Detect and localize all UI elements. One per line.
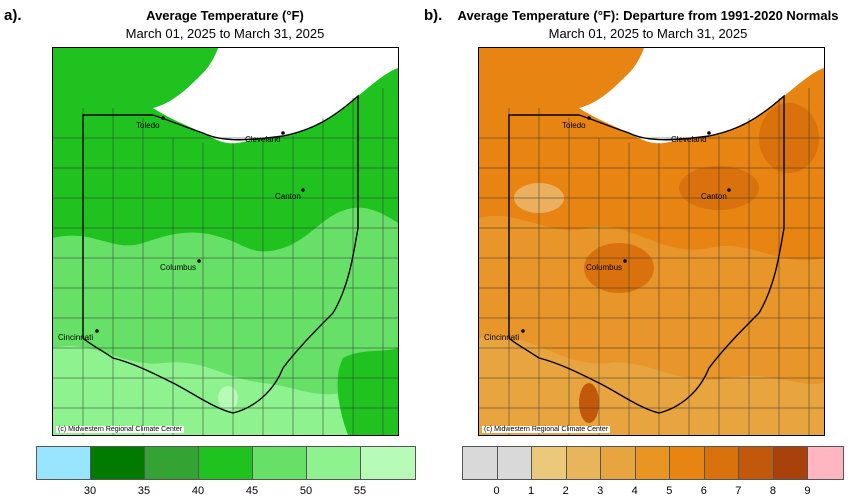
city-dot-cincinnati [521, 329, 525, 333]
panel-b-legend-swatch [566, 447, 602, 479]
panel-a-title-block: Average Temperature (°F) March 01, 2025 … [50, 8, 400, 41]
temp-zone-southeast [337, 348, 398, 435]
city-dot-toledo [161, 116, 165, 120]
panel-b-legend-swatch [773, 447, 809, 479]
panel-a-legend-swatch [91, 447, 145, 479]
city-dot-cleveland [707, 131, 711, 135]
panel-a-label: a). [4, 7, 22, 24]
ohio-border [82, 94, 359, 414]
departure-zone-3-4 [479, 336, 824, 435]
panel-b-legend-swatch [704, 447, 740, 479]
lake-erie [579, 48, 824, 144]
lake-erie [153, 48, 398, 144]
panel-a-legend-swatch [361, 447, 415, 479]
panel-b-title-block: Average Temperature (°F): Departure from… [448, 8, 848, 41]
panel-a-legend-tick-label: 55 [353, 485, 367, 497]
panel-a-legend-swatch [199, 447, 253, 479]
panel-a-credit: (c) Midwestern Regional Climate Center [56, 426, 185, 433]
panel-a-legend-tick-label: 50 [299, 485, 313, 497]
city-label-cincinnati: Cincinnati [484, 333, 519, 342]
panel-a-legend-tick-label: 35 [137, 485, 151, 497]
panel-b-map: Toledo Cleveland Canton Columbus Cincinn… [478, 47, 825, 436]
city-dot-canton [301, 188, 305, 192]
panel-b-credit: (c) Midwestern Regional Climate Center [482, 426, 611, 433]
panel-b-title: Average Temperature (°F): Departure from… [457, 8, 839, 23]
panel-b-legend-tick-label: 9 [804, 485, 811, 497]
city-dot-toledo [587, 116, 591, 120]
city-dot-cleveland [281, 131, 285, 135]
panel-b-legend-tick-label: 7 [735, 485, 742, 497]
city-label-cleveland: Cleveland [245, 135, 281, 144]
panel-b-legend-tick-label: 4 [631, 485, 638, 497]
panel-b-legend-swatch [463, 447, 498, 479]
city-dot-columbus [197, 259, 201, 263]
panel-a-legend-swatch [145, 447, 199, 479]
panel-a-legend-ticks: 30 35 40 45 50 55 [36, 485, 414, 499]
panel-b-label: b). [424, 7, 443, 24]
ohio-departure-map: Toledo Cleveland Canton Columbus Cincinn… [479, 48, 824, 435]
panel-b-legend-tick-label: 1 [528, 485, 535, 497]
panel-a-legend [36, 446, 416, 480]
panel-b-legend-swatch [670, 447, 705, 479]
panel-b-legend-tick-label: 5 [666, 485, 673, 497]
panel-a-map: Toledo Cleveland Canton Columbus Cincinn… [52, 47, 399, 436]
city-label-cincinnati: Cincinnati [58, 333, 93, 342]
city-dot-columbus [623, 259, 627, 263]
temp-warm-spot [218, 386, 238, 410]
panel-b-legend-swatch [808, 447, 843, 479]
panel-a-subtitle: March 01, 2025 to March 31, 2025 [125, 26, 325, 41]
city-label-toledo: Toledo [562, 121, 586, 130]
ohio-temperature-map: Toledo Cleveland Canton Columbus Cincinn… [53, 48, 398, 435]
panel-b-legend-tick-label: 2 [562, 485, 569, 497]
city-label-canton: Canton [275, 192, 301, 201]
panel-b-legend-swatch [635, 447, 671, 479]
city-label-canton: Canton [701, 192, 727, 201]
panel-a-legend-swatch [253, 447, 307, 479]
panel-a-legend-tick-label: 45 [245, 485, 259, 497]
panel-b-legend-tick-label: 8 [769, 485, 776, 497]
panel-b-legend-tick-label: 0 [493, 485, 500, 497]
departure-hot-spot [579, 383, 599, 423]
panel-b-legend [462, 446, 844, 480]
city-label-toledo: Toledo [136, 121, 160, 130]
panel-b-legend-swatch [601, 447, 636, 479]
panel-a-legend-tick-label: 40 [191, 485, 205, 497]
city-label-cleveland: Cleveland [671, 135, 707, 144]
ohio-border [508, 94, 785, 414]
panel-b-subtitle: March 01, 2025 to March 31, 2025 [548, 26, 748, 41]
panel-a-legend-tick-label: 30 [83, 485, 97, 497]
panel-b-legend-swatch [739, 447, 774, 479]
panel-b-legend-ticks: 0 1 2 3 4 5 6 7 8 9 [462, 485, 842, 499]
departure-warm-columbus [584, 243, 654, 293]
panel-b-legend-tick-label: 3 [597, 485, 604, 497]
city-dot-canton [727, 188, 731, 192]
city-label-columbus: Columbus [160, 263, 196, 272]
panel-a-legend-swatch [307, 447, 361, 479]
panel-b-legend-tick-label: 6 [700, 485, 707, 497]
city-label-columbus: Columbus [586, 263, 622, 272]
panel-a-legend-swatch [37, 447, 91, 479]
panel-a-title: Average Temperature (°F) [146, 8, 304, 23]
panel-b-legend-swatch [532, 447, 567, 479]
city-dot-cincinnati [95, 329, 99, 333]
panel-b-legend-swatch [497, 447, 533, 479]
county-grid [53, 88, 398, 435]
